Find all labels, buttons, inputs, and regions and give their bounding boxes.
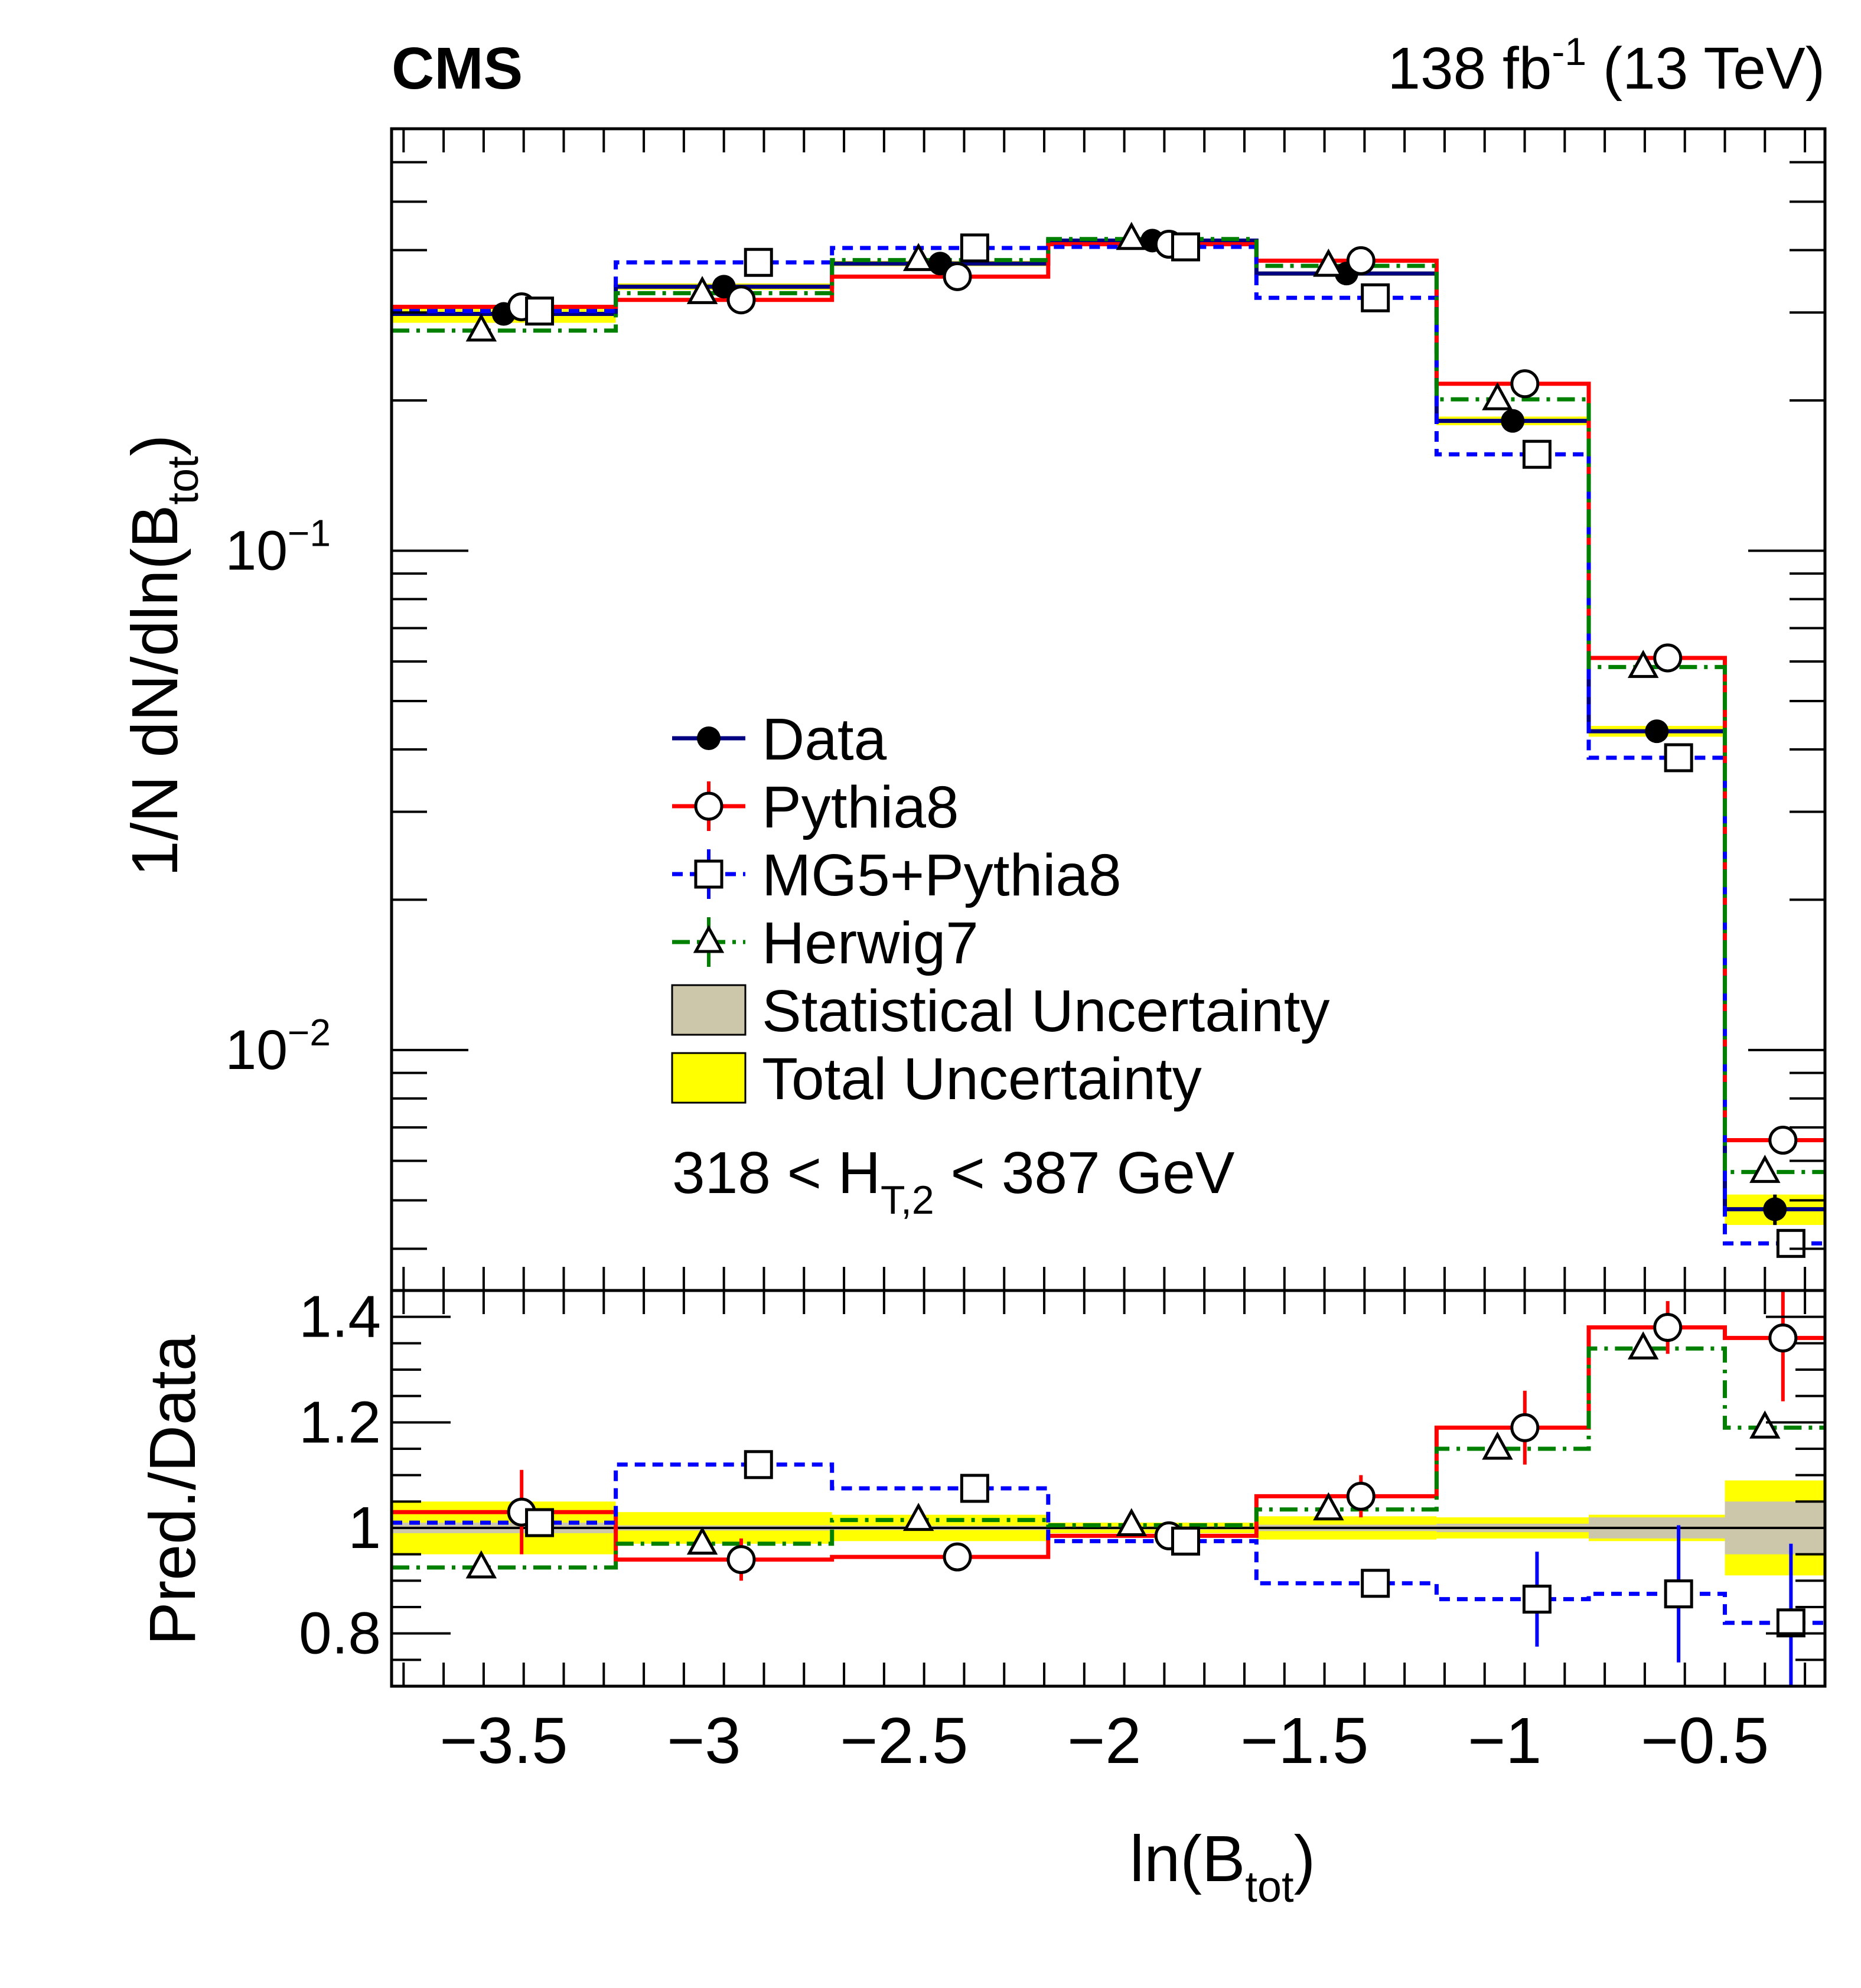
legend-entry-pythia8: Pythia8 [672,774,959,840]
legend-swatch-total_band [671,1052,747,1104]
x-tick-label: −1 [1468,1705,1541,1777]
legend-swatch-stat_band [671,984,747,1036]
main-point-herwig7 [1116,221,1148,250]
main-point-mg5 [525,296,555,326]
main-point-herwig7 [686,276,718,304]
main-point-pythia8 [726,285,756,315]
main-point-pythia8 [1346,246,1376,275]
legend-label-total_band: Total Uncertainty [762,1046,1202,1112]
main-point-data [1645,719,1669,744]
ratio-point-mg5 [960,1474,989,1503]
x-tick-label: −2.5 [840,1705,968,1777]
main-point-herwig7 [1313,248,1344,277]
legend-marker-data [697,726,721,750]
ratio-y-tick-label: 0.8 [299,1601,381,1667]
main-point-mg5 [1361,283,1390,312]
x-tick-label: −1.5 [1240,1705,1368,1777]
main-point-mg5 [1776,1228,1805,1258]
main-point-herwig7 [902,243,934,271]
ratio-y-axis-title: Pred./Data [136,1334,209,1645]
legend-entry-stat_band: Statistical Uncertainty [671,978,1329,1044]
ratio-point-pythia8 [1653,1313,1683,1342]
ratio-point-herwig7 [1627,1331,1659,1360]
legend-entry-herwig7: Herwig7 [672,910,979,976]
main-markers [465,221,1805,1258]
main-point-mg5 [960,233,989,263]
ratio-point-herwig7 [465,1550,497,1579]
ratio-point-herwig7 [686,1526,718,1555]
ratio-line-mg5 [392,1462,1825,1625]
ratio-point-herwig7 [1116,1508,1148,1537]
x-tick-label: −3.5 [439,1705,568,1777]
x-tick-label: −3 [667,1705,741,1777]
main-y-axis-title: 1/N dN/dln(Btot) [119,435,207,877]
ratio-point-herwig7 [902,1503,934,1531]
main-point-mg5 [1171,232,1200,262]
main-point-herwig7 [1627,650,1659,678]
legend-marker-pythia8 [694,791,723,821]
ratio-point-mg5 [744,1450,773,1479]
ratio-point-pythia8 [943,1542,972,1572]
legend-label-pythia8: Pythia8 [762,774,959,840]
main-point-pythia8 [943,262,972,291]
legend-label-herwig7: Herwig7 [762,910,979,976]
ratio-point-herwig7 [1313,1492,1344,1521]
main-point-herwig7 [1749,1155,1781,1183]
ratio-point-mg5 [1522,1585,1552,1614]
main-point-pythia8 [1768,1125,1798,1155]
legend-entry-data: Data [672,706,887,773]
ratio-point-pythia8 [1346,1481,1376,1511]
ratio-uncertainty-bands [392,1480,1825,1576]
ratio-point-pythia8 [1768,1323,1798,1353]
ratio-point-mg5 [1171,1526,1200,1556]
main-y-tick-label: 10−1 [225,511,331,582]
legend-label-data: Data [762,706,887,773]
ratio-point-pythia8 [726,1545,756,1575]
ratio-axes: 0.8 1 1.2 1.4 −3.5 −3 −2.5 −2 −1.5 −1 −0.5 [299,1284,1827,1777]
cut-annotation: 318 < HT,2 < 387 GeV [672,1140,1235,1223]
x-axis-title: ln(Btot) [1130,1823,1316,1911]
ratio-point-pythia8 [1510,1413,1540,1442]
ratio-line-herwig7 [392,1346,1825,1570]
main-point-pythia8 [1653,643,1683,673]
ratio-frame [390,1289,1827,1688]
legend: DataPythia8MG5+Pythia8Herwig7Statistical… [671,706,1329,1112]
legend-marker-herwig7 [693,924,725,953]
ratio-markers [465,1290,1805,1686]
main-point-herwig7 [465,313,497,342]
main-point-data [1763,1197,1787,1221]
main-y-tick-label: 10−2 [225,1011,331,1081]
legend-label-stat_band: Statistical Uncertainty [762,978,1329,1044]
ratio-point-herwig7 [1482,1431,1513,1460]
x-tick-label: −2 [1067,1705,1141,1777]
main-point-pythia8 [1510,369,1540,399]
main-point-herwig7 [1482,382,1513,410]
experiment-label: CMS [392,35,523,102]
ratio-point-mg5 [1664,1579,1693,1609]
main-line-mg5 [392,245,1825,1246]
ratio-point-herwig7 [1749,1410,1781,1439]
ratio-point-mg5 [1776,1608,1805,1638]
ratio-point-mg5 [1361,1569,1390,1598]
ratio-point-mg5 [525,1508,555,1537]
x-tick-label: −0.5 [1641,1705,1769,1777]
main-point-mg5 [744,247,773,277]
main-point-mg5 [1522,439,1552,469]
ratio-panel: 0.8 1 1.2 1.4 −3.5 −3 −2.5 −2 −1.5 −1 −0.5 [299,1284,1827,1777]
main-point-mg5 [1664,743,1693,773]
ratio-y-tick-label: 1.4 [299,1284,381,1350]
legend-entry-mg5: MG5+Pythia8 [672,842,1122,908]
ratio-y-tick-label: 1.2 [299,1389,381,1455]
legend-marker-mg5 [694,859,723,889]
main-point-data [1501,409,1525,433]
luminosity-label: 138 fb-1 (13 TeV) [1387,30,1825,102]
legend-entry-total_band: Total Uncertainty [671,1046,1202,1112]
ratio-y-tick-label: 1 [348,1495,381,1561]
legend-label-mg5: MG5+Pythia8 [762,842,1122,908]
